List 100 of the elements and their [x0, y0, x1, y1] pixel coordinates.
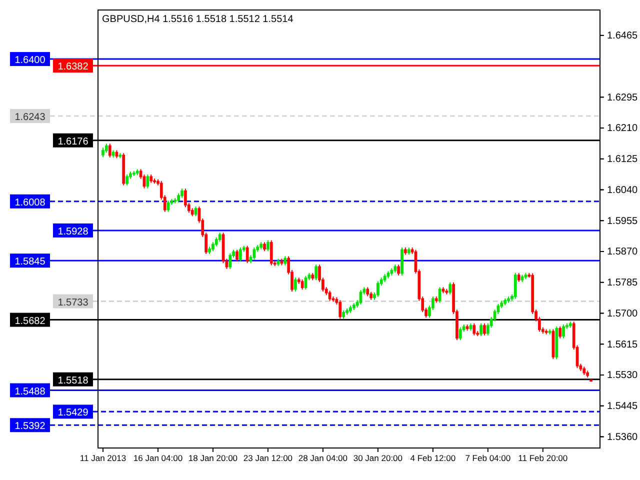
ref-line-label: 1.6243 [14, 112, 46, 124]
ref-line-label: 1.6382 [58, 62, 89, 73]
candlestick [122, 152, 126, 186]
y-tick-label: 1.5870 [607, 246, 638, 258]
candlestick [174, 198, 177, 204]
candlestick [146, 174, 150, 189]
ref-line-label: 1.5518 [58, 375, 89, 386]
candlestick [517, 272, 520, 283]
candlestick [263, 242, 266, 252]
y-tick-label: 1.5700 [607, 308, 638, 320]
candlestick [126, 174, 128, 186]
y-tick-label: 1.6040 [607, 184, 638, 196]
candlestick [458, 326, 462, 341]
candlestick [236, 249, 238, 262]
candlestick [284, 256, 287, 266]
candlestick [397, 264, 400, 276]
candlestick [280, 258, 284, 266]
candlestick [366, 286, 370, 297]
x-tick-label: 30 Jan 20:00 [353, 453, 403, 464]
candlestick [212, 242, 214, 252]
candlestick [294, 277, 297, 292]
ref-line-label: 1.5488 [14, 386, 46, 398]
candlestick [448, 282, 452, 295]
candlestick [266, 240, 270, 252]
ref-line-label: 1.5429 [58, 408, 89, 419]
candlestick [276, 258, 280, 267]
candlestick [404, 247, 407, 256]
candlestick [504, 298, 507, 306]
candlestick [394, 264, 397, 274]
ref-line-label: 1.6176 [58, 136, 89, 148]
candlestick [434, 296, 438, 304]
y-tick-label: 1.5530 [607, 370, 638, 382]
candlestick [586, 370, 590, 378]
candlestick [400, 247, 404, 276]
candlestick [239, 247, 242, 262]
candlestick [346, 308, 348, 316]
y-tick-label: 1.5955 [607, 216, 638, 227]
candlestick [214, 236, 218, 247]
x-tick-label: 11 Jan 2013 [80, 453, 126, 464]
x-tick-label: 7 Feb 04:00 [465, 453, 511, 464]
candlestick [108, 143, 112, 158]
candlestick [548, 328, 552, 335]
x-tick-label: 16 Jan 04:00 [133, 453, 183, 464]
candlestick [136, 168, 139, 176]
candlestick [386, 270, 390, 279]
candlestick [466, 324, 469, 332]
y-tick-label: 1.6465 [607, 30, 638, 42]
candlestick [524, 272, 528, 280]
candlestick [480, 322, 482, 337]
candlestick [314, 264, 318, 281]
candlestick [228, 252, 232, 270]
ref-line-label: 1.5928 [58, 226, 89, 238]
candlestick [514, 272, 517, 300]
x-tick-label: 4 Feb 12:00 [410, 453, 456, 464]
y-tick-label: 1.5445 [607, 401, 638, 412]
candlestick [555, 326, 558, 360]
candlestick [177, 192, 180, 203]
candlestick [582, 366, 586, 376]
candlestick [132, 170, 136, 176]
candlestick [390, 268, 394, 276]
candlestick [246, 245, 249, 264]
candlestick [260, 242, 263, 250]
y-tick-label: 1.6125 [607, 154, 638, 166]
candlestick [102, 147, 104, 158]
candlestick [118, 152, 122, 159]
ref-line-label: 1.6008 [14, 197, 46, 208]
candlestick [407, 247, 410, 256]
candlestick [370, 291, 372, 300]
candlestick [338, 300, 342, 320]
candlestick [568, 321, 572, 328]
candlestick [270, 240, 273, 266]
ref-line-label: 1.5845 [14, 256, 46, 268]
ref-line-label: 1.5682 [14, 316, 46, 327]
y-tick-label: 1.6210 [607, 123, 638, 134]
candlestick [507, 296, 510, 304]
y-tick-label: 1.5785 [607, 278, 638, 289]
candlestick [115, 150, 118, 159]
y-tick-label: 1.5360 [607, 432, 638, 443]
x-tick-label: 23 Jan 12:00 [243, 453, 293, 464]
candlestick [590, 378, 592, 382]
candlestick [180, 188, 184, 198]
candlestick [349, 305, 352, 314]
candlestick [112, 150, 115, 158]
ref-line-label: 1.5392 [14, 421, 46, 432]
chart-title: GBPUSD,H4 1.5516 1.5518 1.5512 1.5514 [102, 14, 294, 25]
candlestick [472, 322, 476, 336]
candlestick [311, 272, 314, 281]
candlestick [153, 178, 156, 184]
candlestick [352, 302, 356, 310]
candlestick [520, 274, 524, 283]
y-tick-label: 1.6295 [607, 92, 638, 104]
candlestick [469, 322, 472, 332]
candlestick [562, 324, 565, 339]
ref-line-label: 1.5733 [58, 297, 89, 308]
candlestick [442, 286, 445, 294]
candlestick [150, 174, 153, 184]
candlestick [218, 232, 222, 242]
x-tick-label: 28 Jan 04:00 [298, 453, 348, 464]
candlestick [376, 280, 380, 298]
candlestick [558, 326, 562, 339]
